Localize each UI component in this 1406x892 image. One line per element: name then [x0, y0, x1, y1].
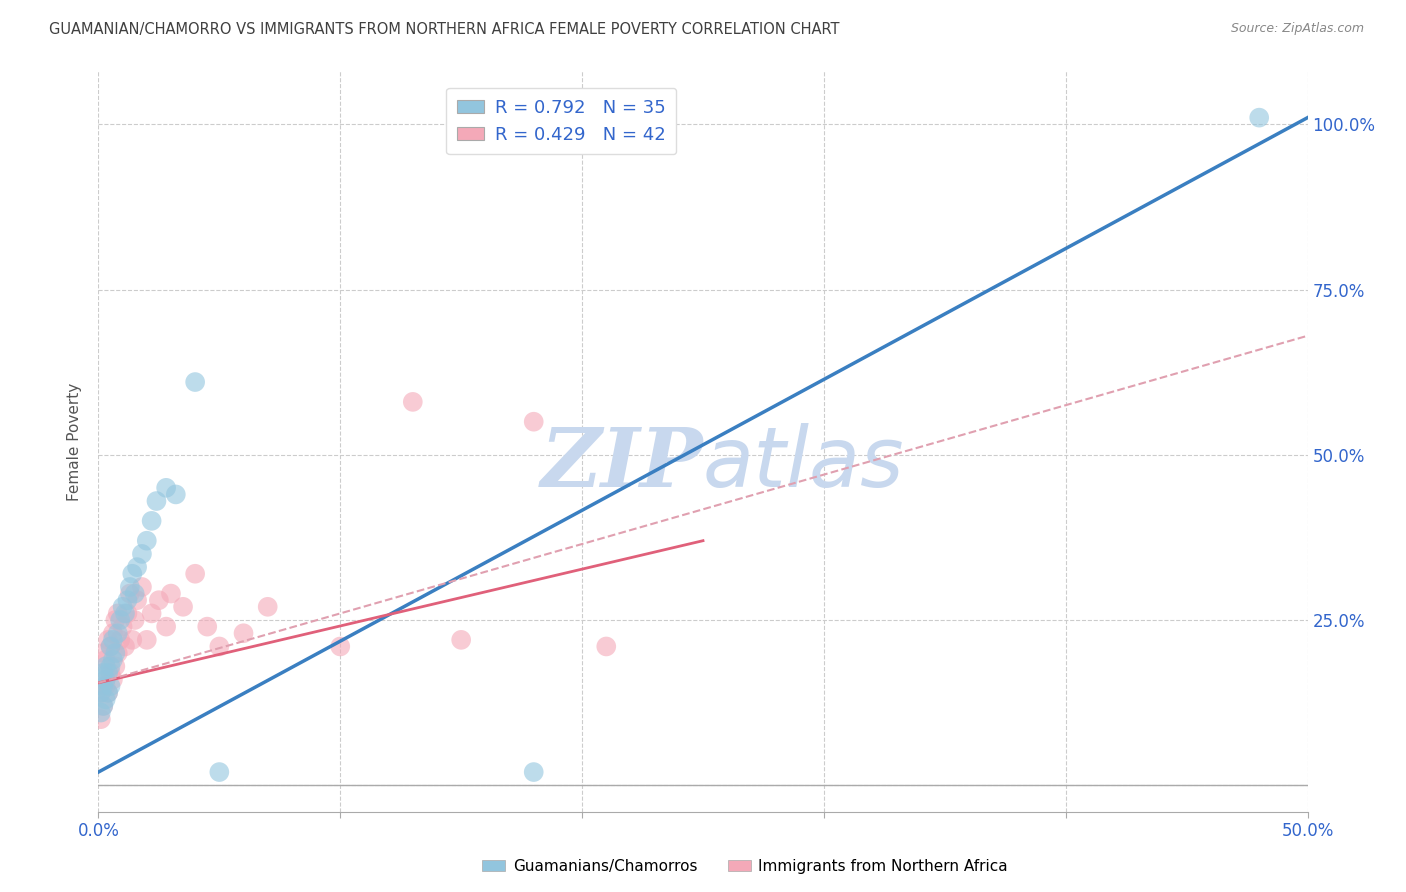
Point: [100, 640, 122, 654]
Point: [118, 586, 141, 600]
Point: [90, 686, 112, 700]
Point: [91, 679, 114, 693]
Point: [111, 599, 134, 614]
Point: [172, 599, 194, 614]
Point: [91, 646, 114, 660]
Point: [114, 640, 136, 654]
Point: [91, 665, 114, 680]
Point: [104, 659, 127, 673]
Point: [118, 580, 141, 594]
Point: [94, 673, 117, 687]
Y-axis label: Female Poverty: Female Poverty: [67, 383, 83, 500]
Text: Source: ZipAtlas.com: Source: ZipAtlas.com: [1230, 22, 1364, 36]
Point: [155, 481, 177, 495]
Point: [94, 679, 117, 693]
Text: GUAMANIAN/CHAMORRO VS IMMIGRANTS FROM NORTHERN AFRICA FEMALE POVERTY CORRELATION: GUAMANIAN/CHAMORRO VS IMMIGRANTS FROM NO…: [49, 22, 839, 37]
Point: [101, 632, 124, 647]
Point: [184, 375, 207, 389]
Point: [184, 566, 207, 581]
Point: [135, 632, 157, 647]
Point: [94, 659, 117, 673]
Point: [124, 586, 146, 600]
Point: [131, 580, 153, 594]
Point: [90, 712, 112, 726]
Point: [97, 632, 120, 647]
Point: [208, 765, 231, 780]
Point: [232, 626, 254, 640]
Point: [402, 395, 425, 409]
Point: [101, 673, 124, 687]
Point: [117, 593, 139, 607]
Point: [141, 514, 163, 528]
Point: [97, 665, 120, 680]
Point: [114, 607, 136, 621]
Point: [195, 620, 218, 634]
Point: [94, 692, 117, 706]
Point: [108, 632, 131, 647]
Point: [256, 599, 278, 614]
Point: [450, 632, 472, 647]
Point: [107, 646, 129, 660]
Point: [101, 626, 124, 640]
Point: [148, 593, 170, 607]
Point: [90, 706, 112, 720]
Text: atlas: atlas: [703, 423, 904, 504]
Point: [91, 698, 114, 713]
Point: [595, 640, 617, 654]
Point: [107, 626, 129, 640]
Point: [97, 686, 120, 700]
Text: ZIP: ZIP: [540, 424, 703, 504]
Point: [165, 487, 187, 501]
Point: [91, 698, 114, 713]
Point: [523, 765, 546, 780]
Legend: Guamanians/Chamorros, Immigrants from Northern Africa: Guamanians/Chamorros, Immigrants from No…: [477, 853, 1014, 880]
Legend: R = 0.792   N = 35, R = 0.429   N = 42: R = 0.792 N = 35, R = 0.429 N = 42: [446, 87, 676, 154]
Point: [135, 533, 157, 548]
Point: [108, 613, 131, 627]
Point: [1249, 111, 1271, 125]
Point: [104, 613, 127, 627]
Point: [160, 586, 183, 600]
Point: [127, 593, 149, 607]
Point: [100, 659, 122, 673]
Point: [155, 620, 177, 634]
Point: [124, 613, 146, 627]
Point: [97, 686, 120, 700]
Point: [94, 653, 117, 667]
Point: [104, 646, 127, 660]
Point: [523, 415, 546, 429]
Point: [91, 665, 114, 680]
Point: [107, 607, 129, 621]
Point: [111, 620, 134, 634]
Point: [145, 494, 167, 508]
Point: [100, 665, 122, 680]
Point: [121, 566, 143, 581]
Point: [329, 640, 352, 654]
Point: [141, 607, 163, 621]
Point: [121, 632, 143, 647]
Point: [101, 653, 124, 667]
Point: [90, 686, 112, 700]
Point: [117, 607, 139, 621]
Point: [100, 679, 122, 693]
Point: [208, 640, 231, 654]
Point: [131, 547, 153, 561]
Point: [100, 640, 122, 654]
Point: [127, 560, 149, 574]
